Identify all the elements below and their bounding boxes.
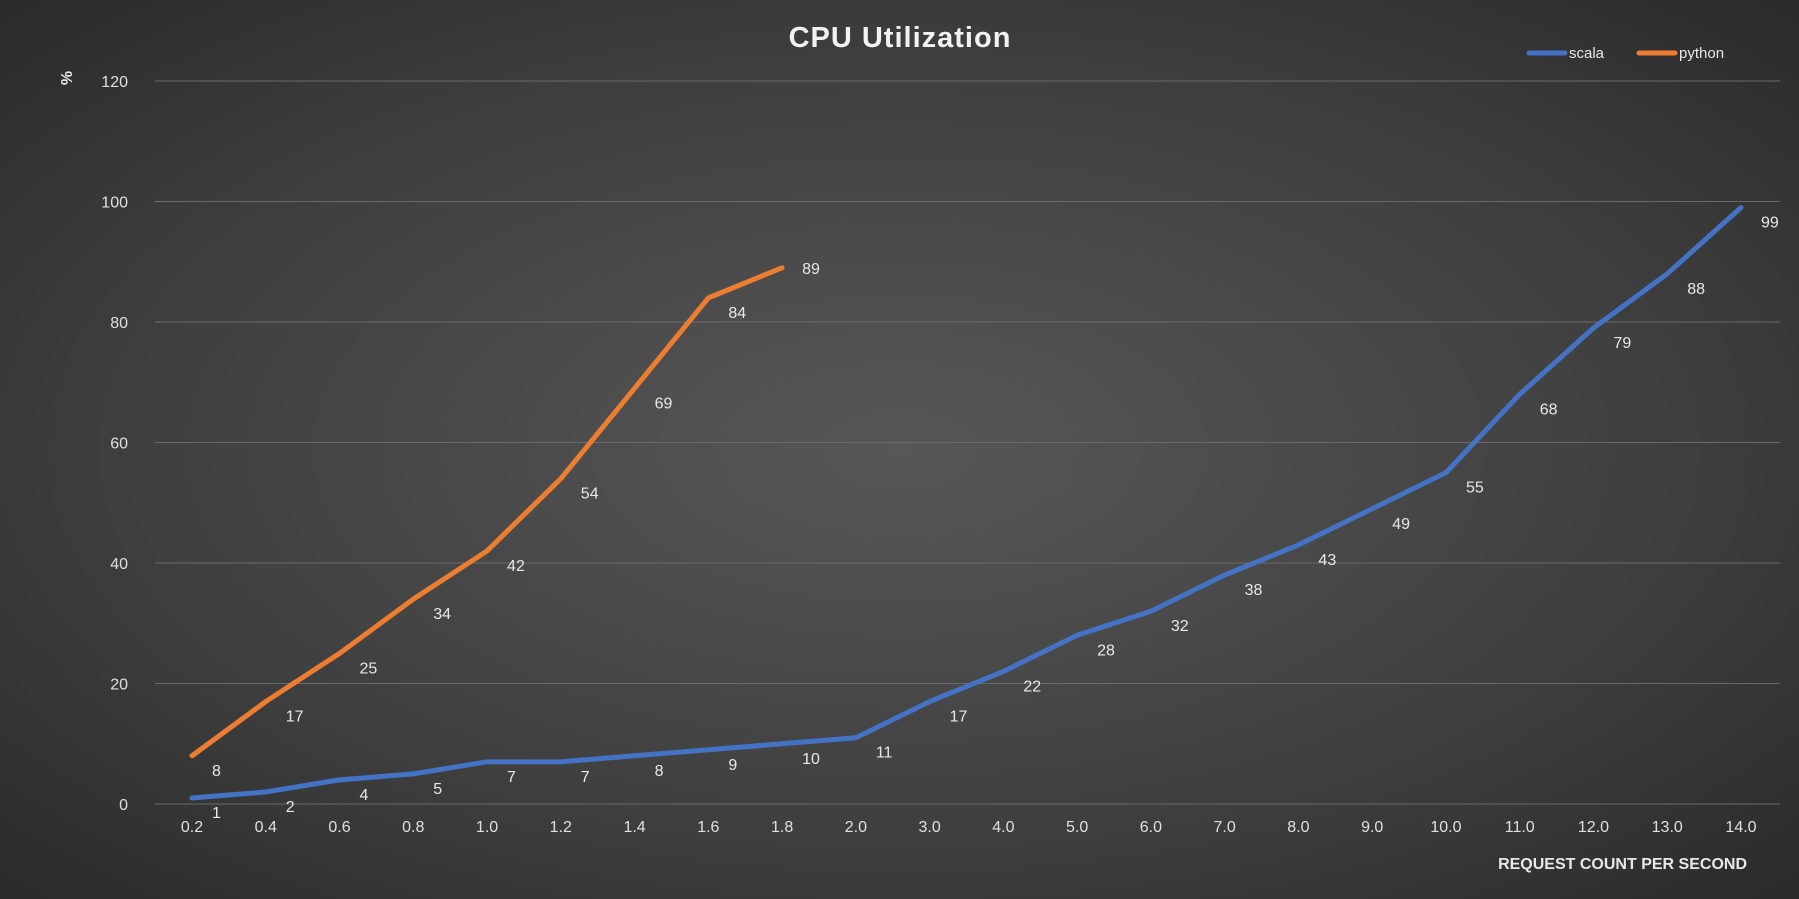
- x-tick-label: 4.0: [992, 819, 1014, 836]
- x-axis-label: REQUEST COUNT PER SECOND: [1498, 856, 1747, 873]
- data-label: 11: [876, 745, 893, 762]
- data-label: 99: [1761, 215, 1779, 232]
- y-tick-label: 60: [110, 436, 128, 453]
- x-tick-label: 8.0: [1287, 819, 1309, 836]
- data-label: 4: [360, 787, 369, 804]
- data-label: 5: [433, 781, 442, 798]
- x-tick-label: 0.2: [181, 819, 203, 836]
- data-label: 54: [581, 486, 599, 503]
- data-label: 79: [1613, 335, 1631, 352]
- data-label: 32: [1171, 618, 1189, 635]
- data-label: 17: [286, 709, 304, 726]
- x-tick-label: 14.0: [1725, 819, 1756, 836]
- x-tick-label: 9.0: [1361, 819, 1383, 836]
- y-tick-label: 40: [110, 556, 128, 573]
- legend-label-scala: scala: [1569, 45, 1605, 62]
- data-label: 28: [1097, 642, 1115, 659]
- data-label: 7: [507, 769, 516, 786]
- data-label: 8: [655, 763, 664, 780]
- x-tick-label: 6.0: [1140, 819, 1162, 836]
- y-tick-label: 80: [110, 315, 128, 332]
- x-tick-label: 0.4: [255, 819, 277, 836]
- x-tick-label: 12.0: [1578, 819, 1609, 836]
- x-tick-label: 0.8: [402, 819, 424, 836]
- data-label: 88: [1687, 281, 1705, 298]
- x-tick-label: 7.0: [1214, 819, 1236, 836]
- data-label: 68: [1540, 401, 1558, 418]
- legend-label-python: python: [1679, 45, 1724, 62]
- data-label: 9: [728, 757, 737, 774]
- x-tick-label: 11.0: [1505, 819, 1535, 836]
- data-label: 8: [212, 763, 221, 780]
- data-label: 42: [507, 558, 525, 575]
- data-label: 89: [802, 261, 820, 278]
- series-line-scala: [189, 205, 1744, 801]
- data-label: 25: [360, 660, 378, 677]
- data-label: 55: [1466, 480, 1484, 497]
- data-label: 22: [1023, 678, 1041, 695]
- x-tick-label: 10.0: [1430, 819, 1461, 836]
- data-label: 34: [433, 606, 451, 623]
- data-label: 7: [581, 769, 590, 786]
- chart-title: CPU Utilization: [789, 22, 1012, 54]
- x-tick-label: 13.0: [1652, 819, 1683, 836]
- data-label: 38: [1245, 582, 1263, 599]
- data-label: 10: [802, 751, 820, 768]
- x-tick-label: 1.0: [476, 819, 498, 836]
- x-tick-label: 1.2: [550, 819, 572, 836]
- y-axis-label: %: [59, 71, 76, 85]
- y-tick-label: 120: [101, 74, 128, 91]
- y-tick-label: 0: [119, 797, 128, 814]
- x-tick-label: 5.0: [1066, 819, 1088, 836]
- data-label: 43: [1318, 552, 1336, 569]
- data-label: 84: [728, 305, 746, 322]
- x-tick-label: 1.6: [697, 819, 719, 836]
- data-label: 1: [212, 805, 221, 822]
- series-line-python: [189, 265, 785, 759]
- data-label: 2: [286, 799, 295, 816]
- data-label: 17: [950, 709, 968, 726]
- x-tick-label: 1.8: [771, 819, 793, 836]
- x-tick-label: 0.6: [328, 819, 350, 836]
- x-tick-label: 2.0: [845, 819, 867, 836]
- data-label: 69: [655, 395, 673, 412]
- y-tick-label: 100: [101, 195, 128, 212]
- data-label: 49: [1392, 516, 1410, 533]
- y-tick-label: 20: [110, 677, 128, 694]
- x-tick-label: 1.4: [623, 819, 645, 836]
- x-tick-label: 3.0: [918, 819, 940, 836]
